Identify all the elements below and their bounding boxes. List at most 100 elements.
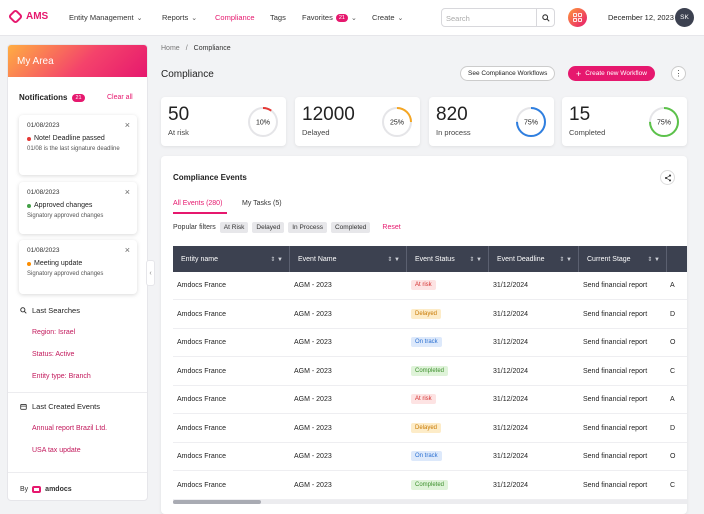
app-logo[interactable]: AMS [7, 8, 48, 25]
breadcrumb-home[interactable]: Home [161, 45, 180, 52]
search-icon [20, 307, 27, 314]
more-options-button[interactable]: ⋮ [671, 66, 686, 81]
sort-filter-icon[interactable]: ⇕ ▼ [647, 256, 660, 263]
cell-event-name: AGM - 2023 [294, 453, 332, 460]
clear-all-link[interactable]: Clear all [107, 94, 133, 101]
active-tab-indicator [173, 212, 227, 214]
cell-next-column: C [670, 367, 676, 375]
table-row[interactable]: Amdocs France AGM - 2023 31/12/2024 Send fi… [173, 472, 687, 500]
status-badge: Completed [411, 479, 449, 490]
nav-tags[interactable]: Tags [270, 13, 286, 22]
create-workflow-button[interactable]: + Create new Workflow [568, 66, 655, 81]
cell-event-deadline: 31/12/2024 [493, 396, 529, 403]
status-badge: Completed [411, 365, 449, 376]
divider [8, 392, 147, 393]
apps-grid-button[interactable] [568, 8, 587, 27]
progress-ring: 75% [516, 107, 546, 137]
nav-create[interactable]: Create ⌄ [372, 13, 404, 22]
status-badge: Delayed [411, 422, 442, 433]
notification-card[interactable]: 01/08/2023 Note! Deadline passed 01/08 i… [19, 115, 137, 175]
cell-current-stage: Send financial report [583, 367, 648, 375]
chevron-down-icon: ⌄ [350, 14, 357, 22]
table-row[interactable]: Amdocs France AGM - 2023 31/12/2024 Send fi… [173, 443, 687, 471]
cell-event-deadline: 31/12/2024 [493, 282, 529, 289]
last-searches-heading: Last Searches [20, 306, 80, 315]
nav-compliance[interactable]: Compliance [215, 13, 255, 22]
top-nav: AMS Entity Management ⌄ Reports ⌄ Complian… [0, 0, 704, 36]
nav-entity-management[interactable]: Entity Management ⌄ [69, 13, 143, 22]
favorites-count-badge: 21 [335, 13, 348, 22]
notifications-count-badge: 21 [72, 93, 85, 102]
chevron-down-icon: ⌄ [397, 14, 404, 22]
notification-card[interactable]: 01/08/2023 Meeting update Signatory appr… [19, 240, 137, 294]
table-row[interactable]: Amdocs France AGM - 2023 31/12/2024 Send fi… [173, 415, 687, 443]
table-row[interactable]: Amdocs France AGM - 2023 31/12/2024 Send fi… [173, 329, 687, 357]
table-row[interactable]: Amdocs France AGM - 2023 31/12/2024 Send fi… [173, 272, 687, 300]
sort-filter-icon[interactable]: ⇕ ▼ [559, 256, 572, 263]
column-header-current-stage[interactable]: Current Stage ⇕ ▼ [579, 246, 667, 272]
user-avatar[interactable]: SK [675, 8, 694, 27]
status-badge: At risk [411, 394, 436, 404]
filter-chip-delayed[interactable]: Delayed [252, 222, 285, 233]
kpi-card-completed[interactable]: 15 Completed 75% [562, 97, 687, 146]
cell-next-column: A [670, 396, 675, 403]
table-row[interactable]: Amdocs France AGM - 2023 31/12/2024 Send fi… [173, 386, 687, 414]
cell-event-name: AGM - 2023 [294, 424, 332, 432]
nav-reports[interactable]: Reports ⌄ [162, 13, 198, 22]
search-button[interactable] [536, 9, 554, 26]
sort-filter-icon[interactable]: ⇕ ▼ [469, 256, 482, 263]
cell-entity-name: Amdocs France [177, 310, 227, 318]
sort-filter-icon[interactable]: ⇕ ▼ [270, 256, 283, 263]
last-search-link[interactable]: Region: Israel [32, 329, 76, 336]
sort-filter-icon[interactable]: ⇕ ▼ [387, 256, 400, 263]
compliance-events-panel: Compliance Events All Events (280) My Ta… [161, 156, 687, 514]
chevron-down-icon: ⌄ [191, 14, 198, 22]
column-header-event-status[interactable]: Event Status ⇕ ▼ [407, 246, 489, 272]
notification-card[interactable]: 01/08/2023 Approved changes Signatory ap… [19, 182, 137, 234]
cell-entity-name: Amdocs France [177, 481, 227, 489]
close-icon[interactable]: × [124, 245, 130, 255]
progress-ring: 25% [382, 107, 412, 137]
nav-favorites[interactable]: Favorites 21 ⌄ [302, 13, 357, 22]
cell-next-column: O [670, 453, 676, 460]
sidebar-collapse-button[interactable]: ‹ [146, 260, 155, 286]
table-row[interactable]: Amdocs France AGM - 2023 31/12/2024 Send fi… [173, 301, 687, 329]
kpi-card-in-process[interactable]: 820 In process 75% [429, 97, 554, 146]
close-icon[interactable]: × [124, 187, 130, 197]
last-event-link[interactable]: USA tax update [32, 447, 81, 454]
progress-ring: 10% [248, 107, 278, 137]
last-event-link[interactable]: Annual report Brazil Ltd. [32, 425, 108, 432]
tab-my-tasks[interactable]: My Tasks (5) [242, 200, 282, 207]
svg-text:10%: 10% [256, 120, 270, 127]
filter-chip-at-risk[interactable]: At Risk [219, 222, 249, 233]
table-row[interactable]: Amdocs France AGM - 2023 31/12/2024 Send fi… [173, 358, 687, 386]
reset-filters-link[interactable]: Reset [382, 224, 401, 231]
status-dot-icon [27, 261, 31, 266]
see-workflows-button[interactable]: See Compliance Workflows [460, 66, 556, 81]
cell-current-stage: Send financial report [583, 424, 648, 432]
share-icon [664, 174, 671, 181]
cell-current-stage: Send financial report [583, 282, 648, 289]
horizontal-scrollbar[interactable] [173, 500, 687, 504]
kpi-card-delayed[interactable]: 12000 Delayed 25% [295, 97, 420, 146]
cell-entity-name: Amdocs France [177, 339, 227, 346]
ams-logo-icon [7, 8, 24, 25]
close-icon[interactable]: × [124, 120, 130, 130]
divider [8, 472, 147, 473]
last-search-link[interactable]: Status: Active [32, 351, 75, 358]
share-button[interactable] [660, 170, 675, 185]
column-header-event-deadline[interactable]: Event Deadline ⇕ ▼ [489, 246, 579, 272]
search-input[interactable] [446, 12, 534, 24]
calendar-icon [20, 403, 27, 410]
column-header-event-name[interactable]: Event Name ⇕ ▼ [290, 246, 407, 272]
scrollbar-thumb[interactable] [173, 500, 261, 504]
column-header-entity-name[interactable]: Entity name ⇕ ▼ [173, 246, 290, 272]
filter-chip-in-process[interactable]: In Process [288, 222, 327, 233]
tab-all-events[interactable]: All Events (280) [173, 200, 223, 207]
svg-text:75%: 75% [524, 120, 538, 127]
filter-chip-completed[interactable]: Completed [330, 222, 371, 233]
breadcrumb: Home / Compliance [161, 45, 231, 52]
notifications-heading: Notifications 21 [19, 93, 85, 102]
last-search-link[interactable]: Entity type: Branch [32, 373, 91, 380]
kpi-card-at-risk[interactable]: 50 At risk 10% [161, 97, 286, 146]
